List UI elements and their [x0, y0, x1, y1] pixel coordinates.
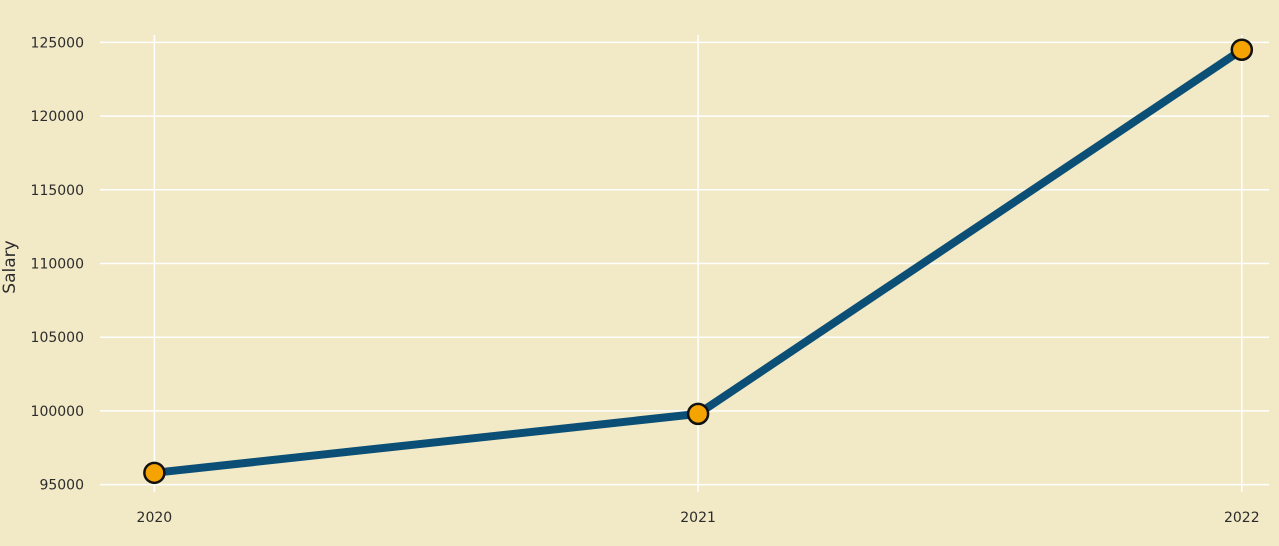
y-tick-label: 115000	[31, 183, 84, 199]
data-point	[143, 461, 166, 485]
x-tick-label: 2021	[680, 510, 716, 526]
y-tick-label: 125000	[31, 35, 84, 51]
tick-layer: 95000 100000 105000 110000 115000 120000 12500…	[31, 35, 1260, 526]
marker-layer	[143, 38, 1254, 485]
data-point	[686, 402, 710, 426]
y-axis-label: Salary	[0, 240, 20, 293]
y-tick-label: 105000	[31, 330, 84, 346]
y-tick-label: 95000	[39, 478, 84, 494]
y-tick-label: 110000	[31, 257, 84, 273]
y-tick-label: 120000	[31, 109, 84, 125]
data-point	[1230, 38, 1254, 61]
x-tick-label: 2020	[137, 510, 173, 526]
grid-layer	[100, 35, 1269, 492]
x-tick-label: 2022	[1224, 510, 1260, 526]
y-tick-label: 100000	[31, 404, 84, 420]
